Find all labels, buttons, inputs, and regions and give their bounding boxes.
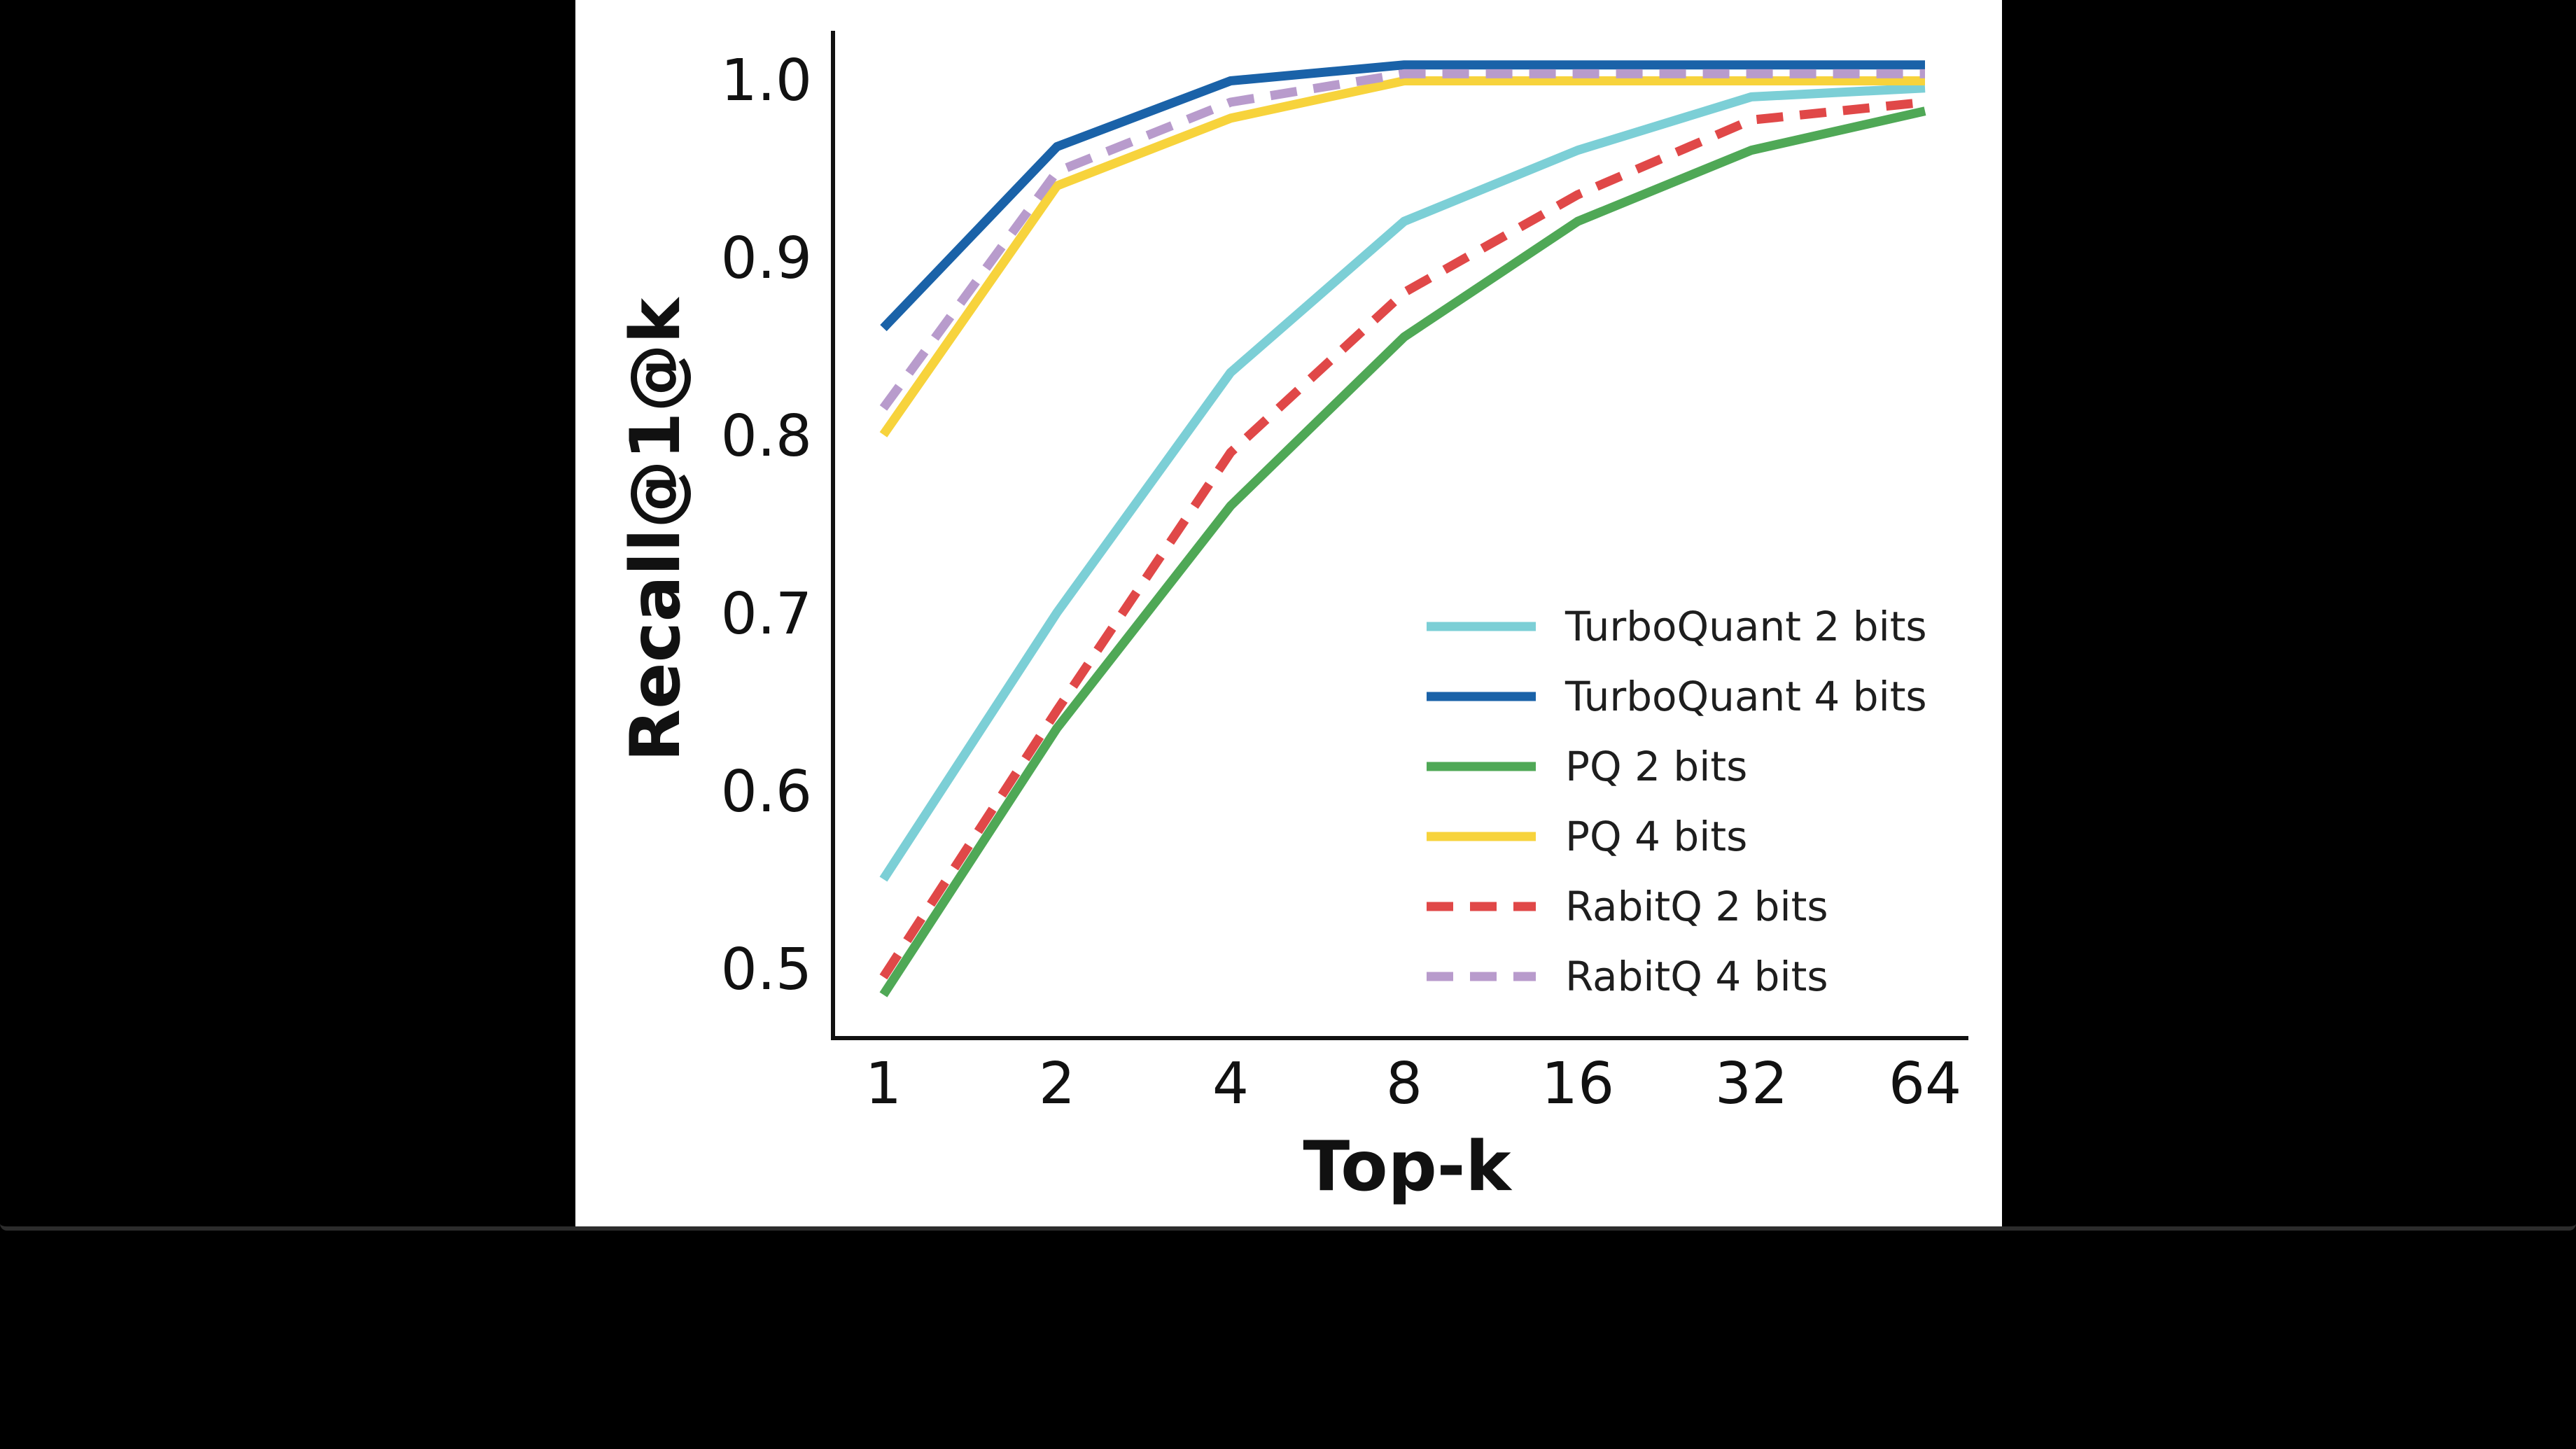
x-tick-label: 32	[1715, 1051, 1788, 1117]
y-tick-label: 0.6	[721, 759, 812, 825]
legend-label: RabitQ 4 bits	[1565, 953, 1828, 1000]
x-tick-label: 4	[1212, 1051, 1249, 1117]
legend-label: RabitQ 2 bits	[1565, 883, 1828, 930]
legend-label: PQ 2 bits	[1565, 743, 1747, 790]
series-line-rabitq-4-bits	[879, 69, 1925, 411]
x-tick-label: 1	[865, 1051, 902, 1117]
chart-panel	[575, 0, 2002, 1226]
series-line-rabitq-2-bits	[879, 97, 1926, 980]
x-tick-label: 2	[1039, 1051, 1075, 1117]
legend-label: TurboQuant 4 bits	[1564, 673, 1927, 720]
legend-label: TurboQuant 2 bits	[1564, 603, 1927, 650]
axis-lines	[831, 31, 1968, 1040]
axes	[831, 31, 1968, 1040]
y-tick-label: 0.5	[721, 937, 812, 1003]
legend: TurboQuant 2 bits TurboQuant 4 bits PQ 2 b…	[1427, 603, 1927, 1000]
y-tick-label: 1.0	[721, 48, 812, 114]
y-tick-labels: 0.5 0.6 0.7 0.8 0.9 1.0	[721, 48, 812, 1003]
x-tick-labels: 1 2 4 8 16 32 64	[865, 1051, 1961, 1117]
y-tick-label: 0.8	[721, 403, 812, 470]
x-tick-label: 16	[1541, 1051, 1614, 1117]
series-lines	[879, 60, 1926, 997]
series-line-turboquant-2-bits	[879, 83, 1926, 882]
y-tick-label: 0.7	[721, 581, 812, 648]
x-tick-label: 64	[1889, 1051, 1961, 1117]
x-axis-title: Top-k	[1303, 1127, 1513, 1207]
y-axis-title: Recall@1@k	[616, 296, 696, 762]
legend-label: PQ 4 bits	[1565, 813, 1747, 860]
x-tick-label: 8	[1386, 1051, 1422, 1117]
series-line-turboquant-4-bits	[880, 60, 1925, 332]
y-tick-label: 0.9	[721, 225, 812, 292]
series-line-pq-4-bits	[879, 76, 1925, 438]
series-line-pq-2-bits	[879, 106, 1926, 997]
